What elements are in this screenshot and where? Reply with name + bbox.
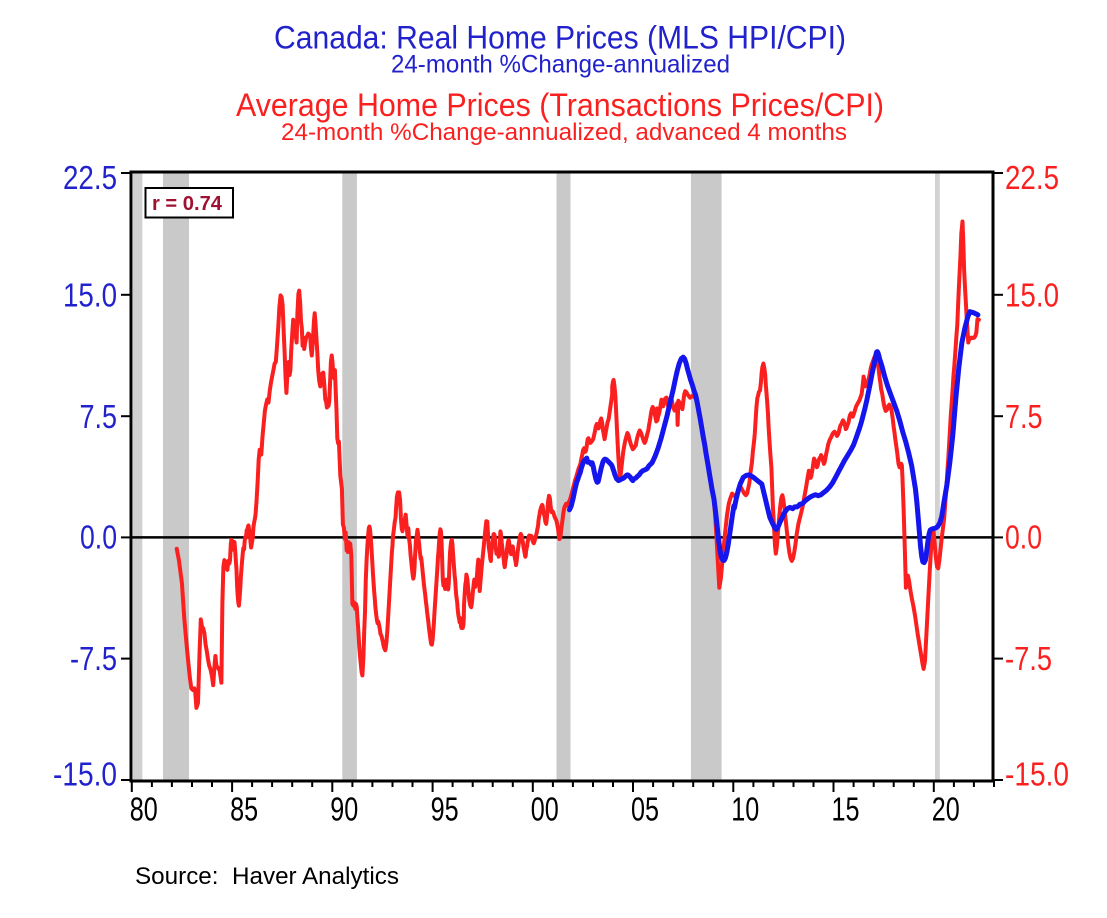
svg-text:15.0: 15.0 — [63, 277, 117, 314]
svg-text:22.5: 22.5 — [1005, 159, 1059, 196]
svg-text:Average Home Prices (Transacti: Average Home Prices (Transactions Prices… — [236, 87, 884, 123]
svg-text:Canada: Real Home Prices (MLS: Canada: Real Home Prices (MLS HPI/CPI) — [274, 20, 846, 56]
svg-text:24-month %Change-annualized, a: 24-month %Change-annualized, advanced 4 … — [281, 119, 847, 146]
svg-text:15: 15 — [832, 791, 860, 828]
svg-text:85: 85 — [230, 791, 258, 828]
svg-text:15.0: 15.0 — [1005, 277, 1059, 314]
svg-text:20: 20 — [932, 791, 960, 828]
svg-text:Source: Haver Analytics: Source: Haver Analytics — [135, 863, 399, 890]
svg-text:7.5: 7.5 — [1005, 398, 1043, 435]
svg-text:05: 05 — [631, 791, 659, 828]
svg-text:90: 90 — [330, 791, 358, 828]
svg-text:-15.0: -15.0 — [53, 756, 117, 793]
svg-text:-15.0: -15.0 — [1005, 756, 1069, 793]
svg-text:95: 95 — [431, 791, 459, 828]
svg-text:r = 0.74: r = 0.74 — [152, 193, 223, 215]
svg-text:0.0: 0.0 — [1005, 519, 1042, 556]
svg-text:00: 00 — [531, 791, 559, 828]
svg-text:0.0: 0.0 — [80, 519, 117, 556]
svg-text:-7.5: -7.5 — [70, 640, 117, 677]
svg-text:-7.5: -7.5 — [1005, 640, 1052, 677]
svg-text:24-month %Change-annualized: 24-month %Change-annualized — [391, 51, 730, 79]
svg-text:7.5: 7.5 — [80, 398, 118, 435]
svg-text:10: 10 — [731, 791, 759, 828]
svg-text:22.5: 22.5 — [63, 159, 117, 196]
svg-text:80: 80 — [130, 791, 158, 828]
